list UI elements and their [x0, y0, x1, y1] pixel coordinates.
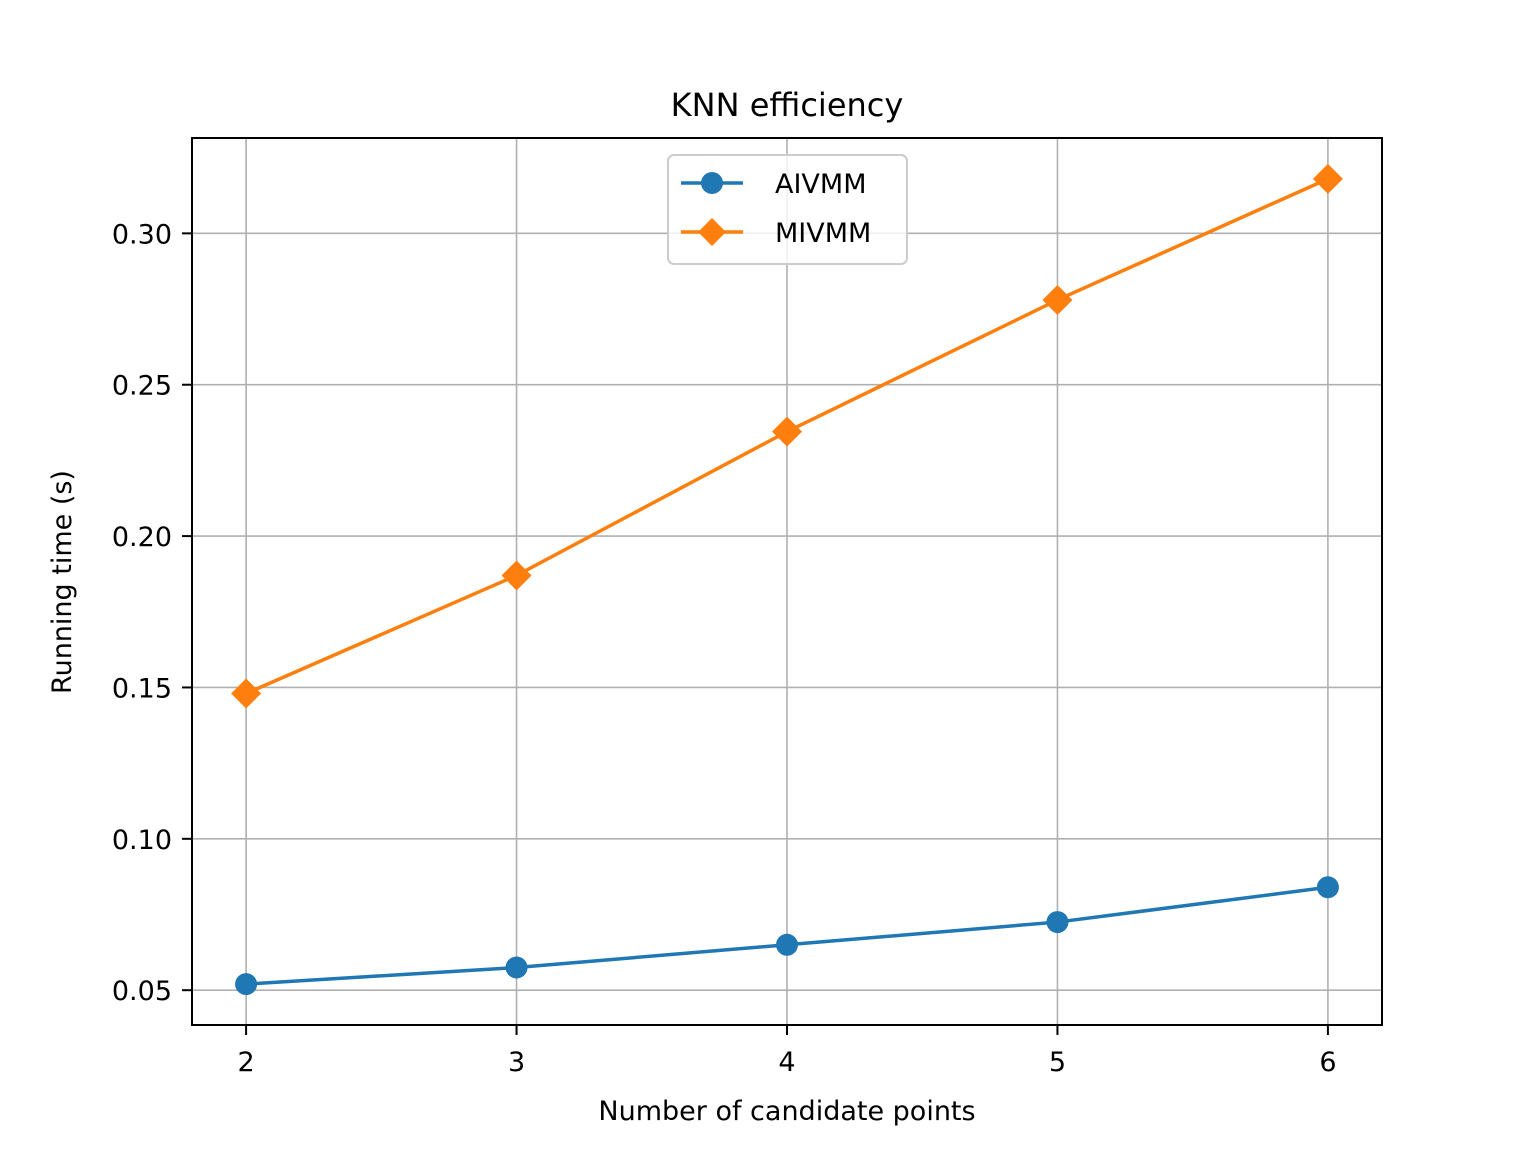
data-point-mivmm — [1312, 163, 1343, 194]
data-point-mivmm — [231, 678, 262, 709]
data-point-aivmm — [1316, 876, 1339, 899]
data-point-mivmm — [501, 560, 532, 591]
x-tick-label: 2 — [237, 1047, 254, 1078]
y-tick-label: 0.10 — [112, 825, 172, 856]
x-tick-label: 5 — [1049, 1047, 1066, 1078]
x-tick-label: 3 — [508, 1047, 525, 1078]
y-tick-label: 0.15 — [112, 673, 172, 704]
data-point-aivmm — [235, 973, 258, 996]
y-tick-label: 0.25 — [112, 371, 172, 402]
legend-marker-aivmm — [701, 172, 723, 194]
y-tick-label: 0.05 — [112, 976, 172, 1007]
legend: AIVMM MIVMM — [667, 154, 908, 265]
y-tick-label: 0.30 — [112, 219, 172, 250]
x-tick-label: 6 — [1319, 1047, 1336, 1078]
x-tick-label: 4 — [778, 1047, 795, 1078]
data-point-mivmm — [772, 416, 802, 447]
x-axis-label: Number of candidate points — [598, 1096, 975, 1127]
data-point-aivmm — [776, 933, 798, 956]
data-point-aivmm — [1046, 911, 1069, 934]
axis-ticks: 2 3 4 5 6 0.05 0.10 0.15 0.20 0.25 0.30 — [112, 219, 1337, 1078]
legend-label-aivmm: AIVMM — [775, 169, 867, 200]
legend-label-mivmm: MIVMM — [775, 218, 871, 249]
y-tick-label: 0.20 — [112, 522, 172, 553]
data-point-mivmm — [1042, 284, 1073, 315]
y-axis-label: Running time (s) — [47, 470, 78, 694]
data-point-aivmm — [505, 956, 528, 979]
legend-marker-mivmm — [698, 218, 726, 246]
chart-title: KNN efficiency — [671, 86, 904, 124]
series-layer — [231, 163, 1343, 996]
